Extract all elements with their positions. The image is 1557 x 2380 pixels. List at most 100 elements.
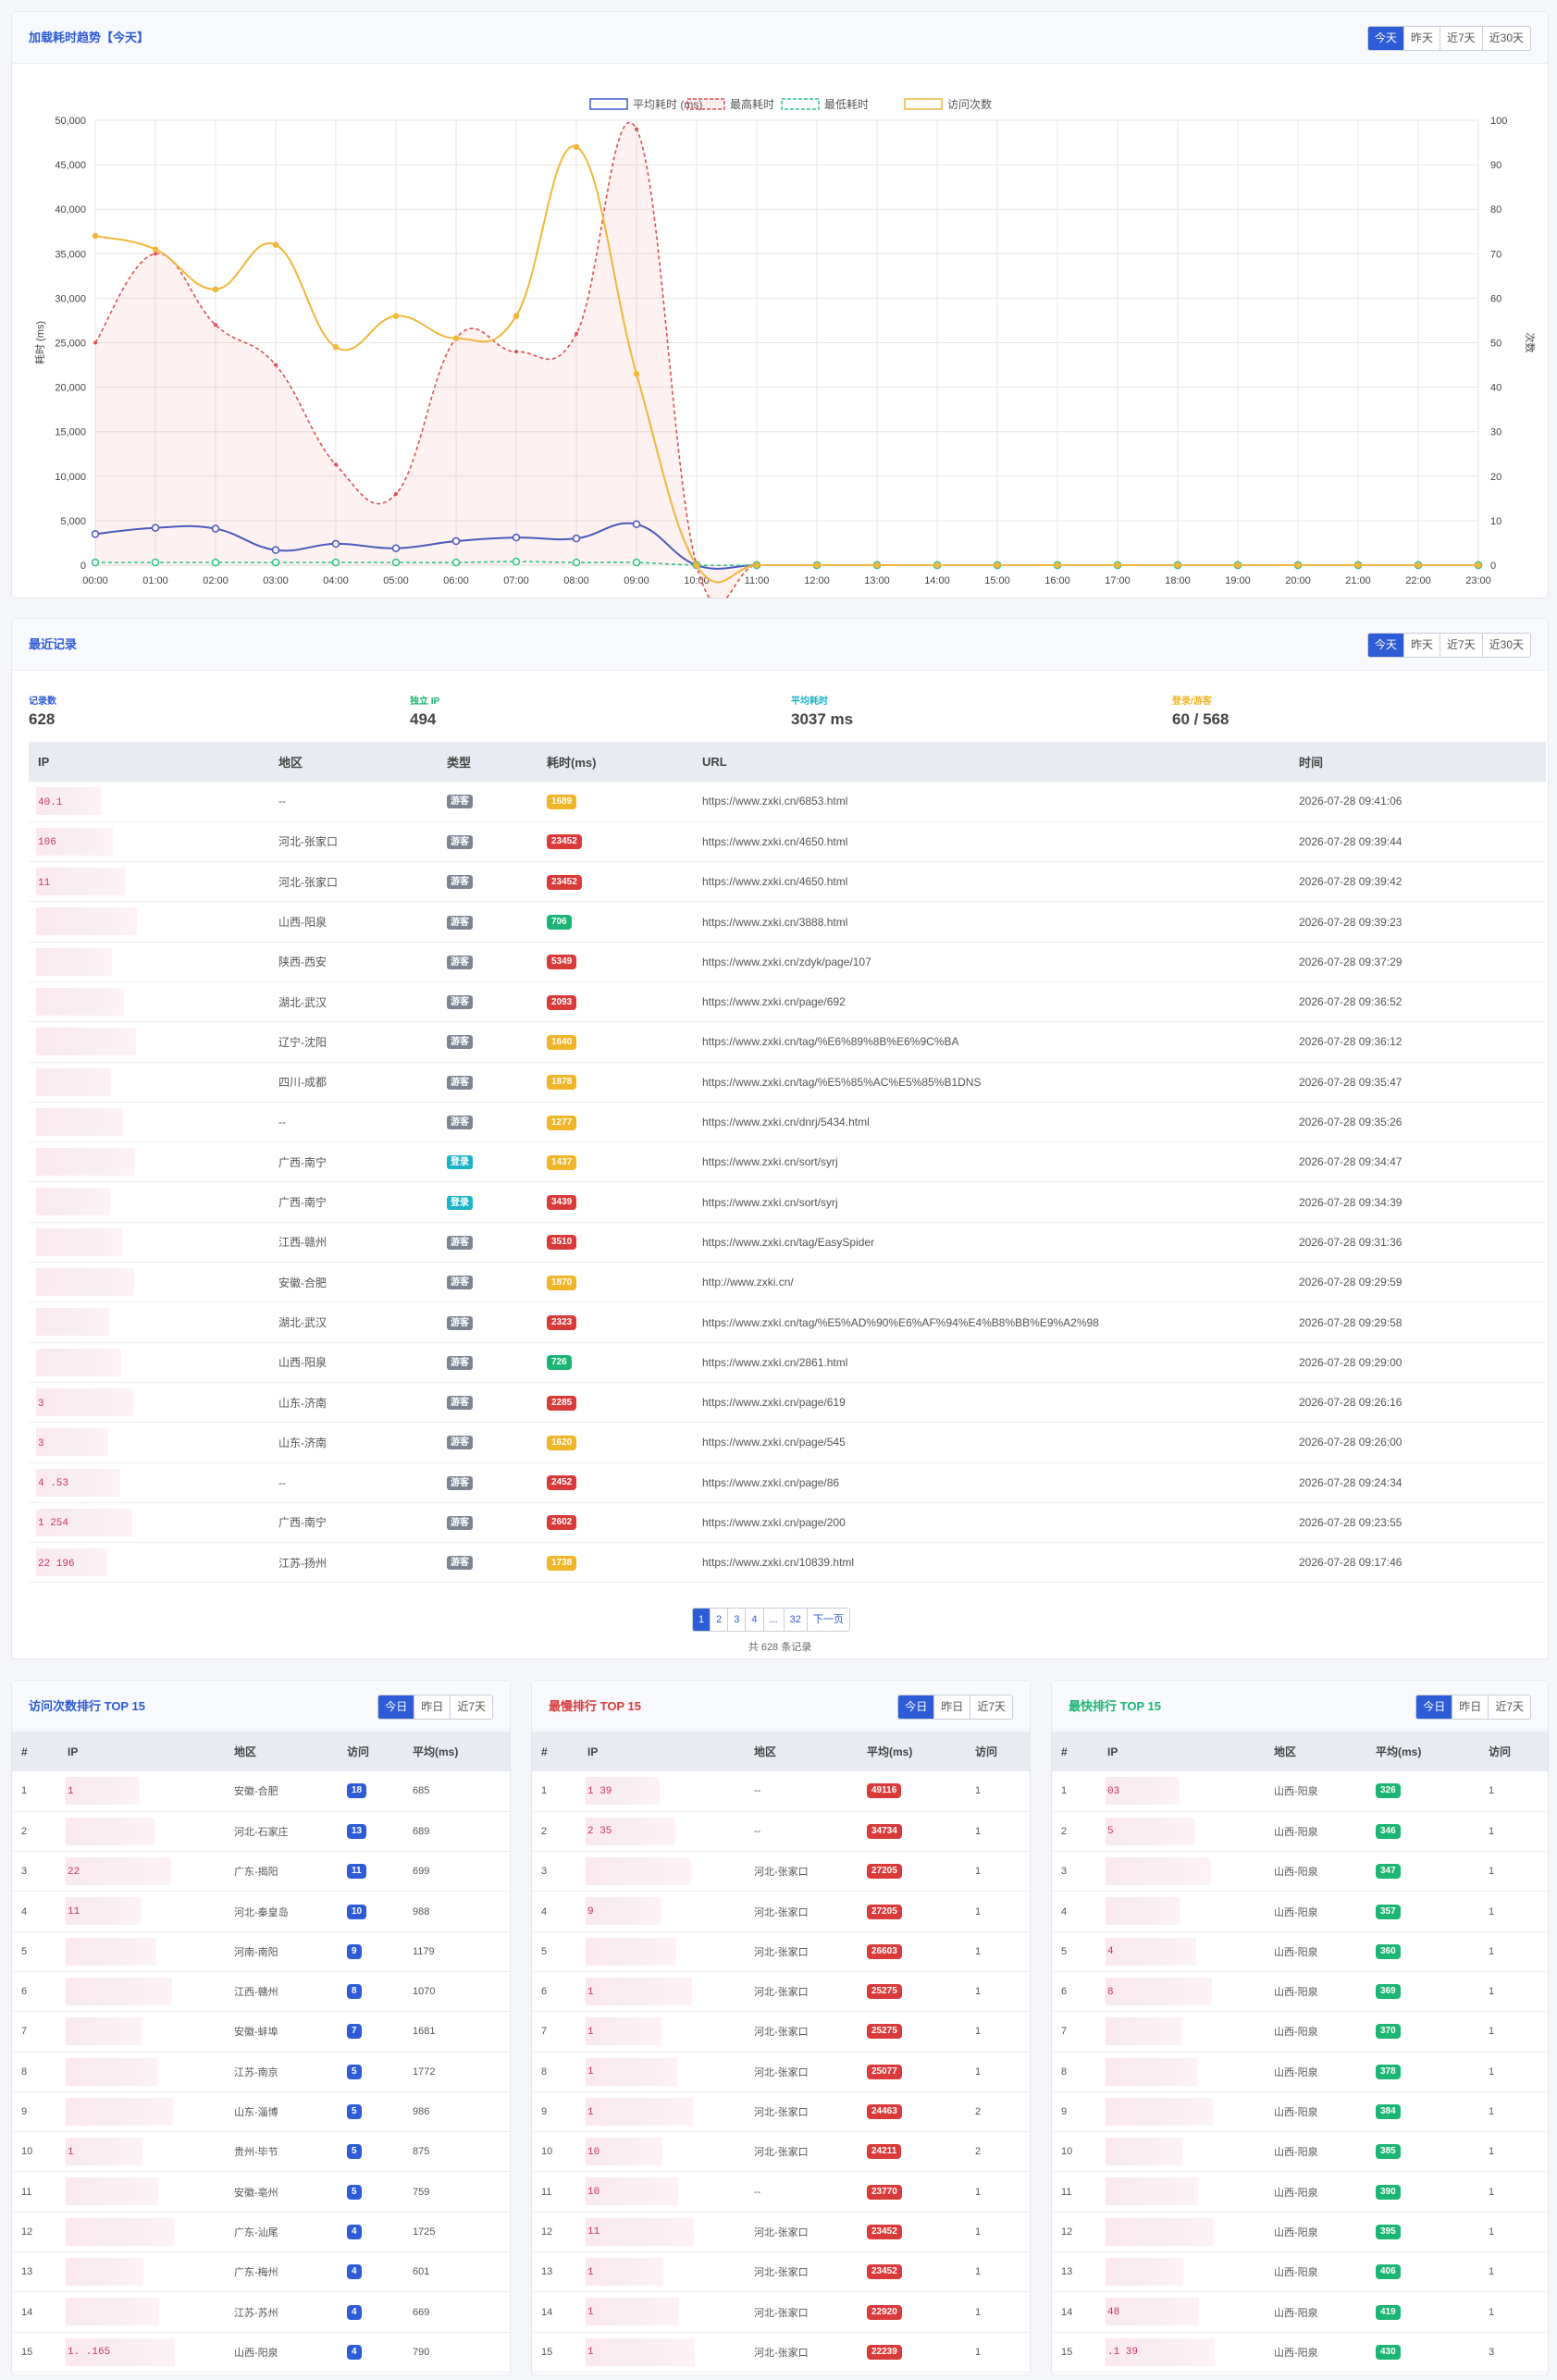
page-2-button[interactable]: 2 xyxy=(710,1609,728,1631)
data-point[interactable] xyxy=(632,520,641,528)
data-point[interactable] xyxy=(272,241,279,248)
url-link[interactable]: https://www.zxki.cn/page/545 xyxy=(693,1422,1290,1463)
recent-yesterday-button[interactable]: 昨天 xyxy=(1403,634,1440,657)
url-link[interactable]: https://www.zxki.cn/page/86 xyxy=(693,1462,1290,1503)
data-point[interactable] xyxy=(512,533,521,542)
legend-swatch[interactable] xyxy=(781,98,820,110)
recent-30days-button[interactable]: 近30天 xyxy=(1481,634,1530,657)
legend-swatch[interactable] xyxy=(904,98,943,110)
data-point[interactable] xyxy=(632,558,641,567)
data-point[interactable] xyxy=(933,561,941,569)
data-point[interactable] xyxy=(451,558,461,567)
data-point[interactable] xyxy=(92,232,99,240)
page-3-button[interactable]: 3 xyxy=(727,1609,746,1631)
data-point[interactable] xyxy=(274,363,278,367)
range-7days-button[interactable]: 近7天 xyxy=(1439,27,1482,50)
data-point[interactable] xyxy=(451,536,461,546)
legend-swatch[interactable] xyxy=(686,98,725,110)
rank-slow-yesterday-button[interactable]: 昨日 xyxy=(933,1696,970,1719)
legend-label[interactable]: 最低耗时 xyxy=(824,98,869,111)
url-link[interactable]: https://www.zxki.cn/page/692 xyxy=(693,981,1290,1023)
legend-label[interactable]: 最高耗时 xyxy=(730,97,774,111)
next-page-button[interactable]: 下一页 xyxy=(806,1609,849,1631)
range-today-button[interactable]: 今天 xyxy=(1367,27,1403,50)
page-1-button[interactable]: 1 xyxy=(693,1609,711,1631)
data-point[interactable] xyxy=(452,335,460,341)
data-point[interactable] xyxy=(753,561,760,569)
url-link[interactable]: https://www.zxki.cn/dnrj/5434.html xyxy=(693,1102,1290,1143)
data-point[interactable] xyxy=(512,557,521,566)
data-point[interactable] xyxy=(1054,561,1061,569)
data-point[interactable] xyxy=(693,561,700,569)
data-point[interactable] xyxy=(575,331,578,336)
data-point[interactable] xyxy=(1174,561,1181,569)
rank-fast-yesterday-button[interactable]: 昨日 xyxy=(1452,1696,1488,1719)
legend-label[interactable]: 平均耗时 (ms) xyxy=(633,98,702,111)
data-point[interactable] xyxy=(331,558,340,567)
data-point[interactable] xyxy=(633,370,640,377)
data-point[interactable] xyxy=(1114,561,1121,569)
range-30days-button[interactable]: 近30天 xyxy=(1481,27,1530,50)
data-point[interactable] xyxy=(151,558,160,567)
page-4-button[interactable]: 4 xyxy=(745,1609,763,1631)
data-point[interactable] xyxy=(391,544,401,552)
url-link[interactable]: https://www.zxki.cn/4650.html xyxy=(693,821,1290,863)
data-point[interactable] xyxy=(572,534,581,543)
data-point[interactable] xyxy=(813,561,821,569)
data-point[interactable] xyxy=(514,350,518,354)
url-link[interactable]: https://www.zxki.cn/zdyk/page/107 xyxy=(693,942,1290,982)
recent-7days-button[interactable]: 近7天 xyxy=(1439,634,1482,657)
url-link[interactable]: https://www.zxki.cn/page/200 xyxy=(693,1502,1290,1544)
data-point[interactable] xyxy=(214,323,217,327)
data-point[interactable] xyxy=(91,558,100,567)
data-point[interactable] xyxy=(212,286,219,293)
data-point[interactable] xyxy=(271,558,280,567)
data-point[interactable] xyxy=(635,127,638,131)
data-point[interactable] xyxy=(152,246,159,253)
data-point[interactable] xyxy=(1294,561,1302,569)
data-point[interactable] xyxy=(1475,561,1482,569)
data-point[interactable] xyxy=(211,524,220,533)
url-link[interactable]: https://www.zxki.cn/page/619 xyxy=(693,1382,1290,1424)
data-point[interactable] xyxy=(573,143,580,151)
data-point[interactable] xyxy=(271,546,280,554)
range-yesterday-button[interactable]: 昨天 xyxy=(1403,27,1440,50)
url-link[interactable]: https://www.zxki.cn/sort/syrj xyxy=(693,1181,1290,1223)
rank-slow-today-button[interactable]: 今日 xyxy=(898,1696,934,1719)
url-link[interactable]: https://www.zxki.cn/3888.html xyxy=(693,901,1290,943)
data-point[interactable] xyxy=(332,344,340,351)
url-link[interactable]: https://www.zxki.cn/sort/syrj xyxy=(693,1141,1290,1183)
data-point[interactable] xyxy=(394,492,398,497)
rank-visits-yesterday-button[interactable]: 昨日 xyxy=(414,1696,450,1719)
url-link[interactable]: https://www.zxki.cn/tag/%E5%AD%90%E6%AF%… xyxy=(693,1301,1290,1343)
rank-fast-7days-button[interactable]: 近7天 xyxy=(1488,1696,1530,1719)
data-point[interactable] xyxy=(154,252,157,256)
data-point[interactable] xyxy=(93,340,97,345)
data-point[interactable] xyxy=(331,539,340,549)
url-link[interactable]: https://www.zxki.cn/tag/EasySpider xyxy=(693,1222,1290,1264)
data-point[interactable] xyxy=(334,462,338,467)
data-point[interactable] xyxy=(994,561,1001,569)
url-link[interactable]: https://www.zxki.cn/tag/%E6%89%8B%E6%9C%… xyxy=(693,1021,1290,1063)
rank-slow-7days-button[interactable]: 近7天 xyxy=(970,1696,1012,1719)
url-link[interactable]: https://www.zxki.cn/2861.html xyxy=(693,1342,1290,1383)
rank-visits-today-button[interactable]: 今日 xyxy=(378,1696,414,1719)
url-link[interactable]: https://www.zxki.cn/6853.html xyxy=(693,782,1290,822)
recent-today-button[interactable]: 今天 xyxy=(1367,634,1403,657)
data-point[interactable] xyxy=(211,558,220,567)
data-point[interactable] xyxy=(513,313,520,319)
data-point[interactable] xyxy=(91,530,100,538)
data-point[interactable] xyxy=(572,558,581,567)
data-point[interactable] xyxy=(392,313,400,319)
data-point[interactable] xyxy=(1415,561,1422,569)
data-point[interactable] xyxy=(873,561,881,569)
page-32-button[interactable]: 32 xyxy=(783,1609,807,1631)
url-link[interactable]: https://www.zxki.cn/10839.html xyxy=(693,1542,1290,1584)
data-point[interactable] xyxy=(151,524,160,532)
legend-swatch[interactable] xyxy=(589,98,628,110)
rank-fast-today-button[interactable]: 今日 xyxy=(1416,1696,1452,1719)
legend-label[interactable]: 访问次数 xyxy=(947,97,992,111)
rank-visits-7days-button[interactable]: 近7天 xyxy=(450,1696,492,1719)
data-point[interactable] xyxy=(391,558,401,567)
url-link[interactable]: https://www.zxki.cn/4650.html xyxy=(693,861,1290,903)
